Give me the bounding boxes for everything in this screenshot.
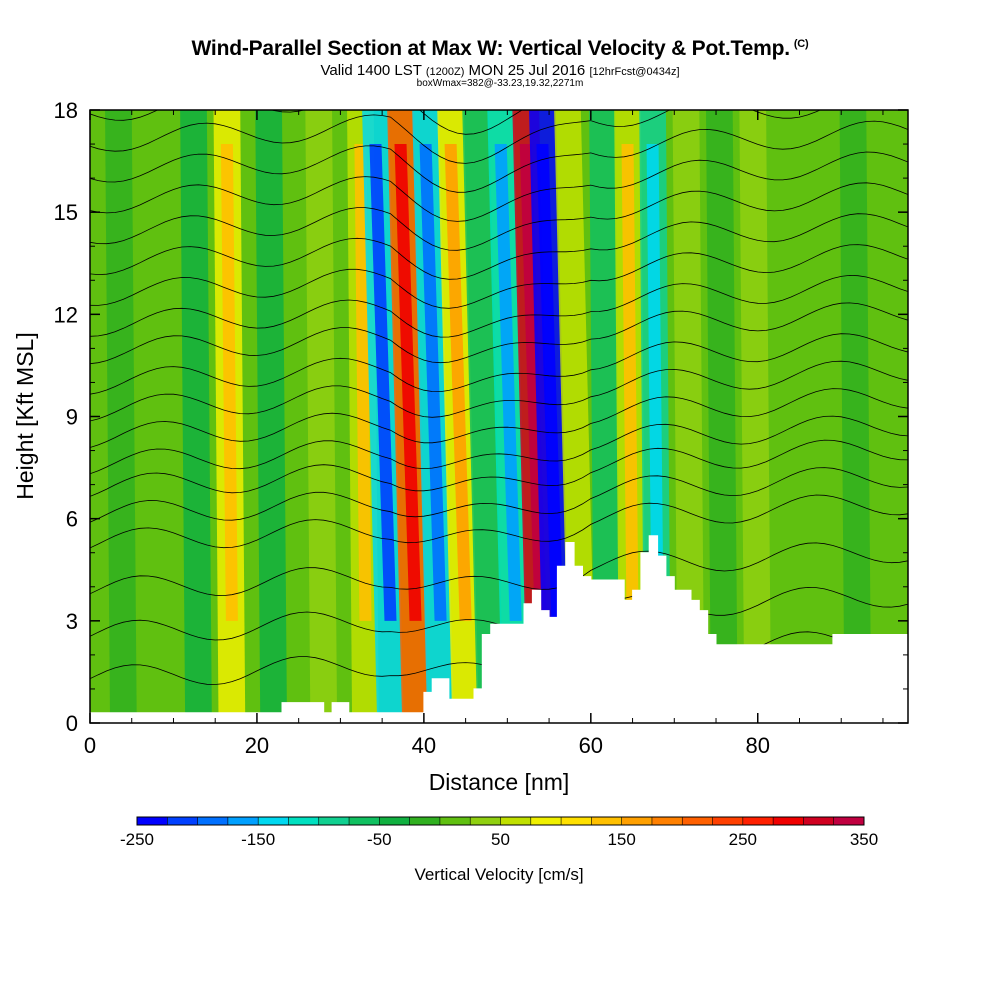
- x-axis-title: Distance [nm]: [429, 769, 570, 795]
- y-tick-label: 9: [66, 405, 78, 430]
- colorbar-label: -150: [241, 830, 275, 849]
- y-axis: 0 3 6 9 12 15 18: [54, 98, 908, 736]
- velocity-core: [536, 144, 564, 621]
- colorbar-title: Vertical Velocity [cm/s]: [414, 865, 583, 884]
- theta-contour-line: [90, 360, 908, 422]
- chart-box-info: boxWmax=382@-33.23,19.32,2271m: [416, 78, 584, 89]
- y-tick-label: 15: [54, 200, 78, 225]
- velocity-core: [419, 144, 447, 621]
- theta-contour-line: [90, 415, 908, 475]
- velocity-band: [739, 110, 772, 723]
- velocity-core: [444, 144, 472, 621]
- x-tick-label: 20: [245, 733, 269, 758]
- velocity-band: [255, 110, 287, 723]
- theta-contour-line: [90, 542, 908, 597]
- velocity-band: [462, 110, 505, 723]
- y-tick-label: 0: [66, 711, 78, 736]
- x-tick-label: 0: [84, 733, 96, 758]
- velocity-band: [706, 110, 738, 723]
- theta-contour-line: [90, 302, 908, 365]
- colorbar-swatch: [470, 817, 501, 825]
- velocity-core: [220, 144, 238, 621]
- velocity-band: [180, 110, 212, 723]
- chart-subtitle: Valid 1400 LST (1200Z) MON 25 Jul 2016 […: [320, 62, 680, 79]
- velocity-band: [146, 110, 179, 723]
- theta-contour-line: [90, 110, 523, 135]
- theta-contour-line: [90, 439, 908, 497]
- theta-contour-line: [90, 213, 908, 280]
- colorbar-swatch: [742, 817, 774, 825]
- colorbar-swatch: [197, 817, 229, 825]
- y-tick-label: 12: [54, 302, 78, 327]
- colorbar-label: 350: [850, 830, 878, 849]
- velocity-core: [369, 144, 397, 621]
- velocity-band: [305, 110, 338, 723]
- colorbar-swatch: [379, 817, 411, 825]
- colorbar-swatch: [833, 817, 865, 825]
- colorbar-swatch: [137, 817, 168, 825]
- x-tick-label: 60: [579, 733, 603, 758]
- colorbar-swatch: [227, 817, 259, 825]
- theta-contour-line: [90, 333, 908, 395]
- colorbar-swatch: [530, 817, 562, 825]
- colorbar-swatch: [621, 817, 653, 825]
- colorbar-swatch: [591, 817, 623, 825]
- velocity-field: [90, 110, 908, 723]
- colorbar-swatch: [500, 817, 532, 825]
- colorbar-swatch: [439, 817, 471, 825]
- colorbar-swatch: [288, 817, 320, 825]
- colorbar-swatch: [773, 817, 804, 825]
- colorbar-label: -250: [120, 830, 154, 849]
- velocity-band: [105, 110, 137, 723]
- colorbar: -250 -150 -50 50 150 250 350: [120, 816, 878, 849]
- theta-contour-line: [90, 388, 908, 448]
- velocity-core: [494, 144, 522, 621]
- colorbar-swatch: [682, 817, 714, 825]
- theta-contour-line: [90, 120, 908, 193]
- terrain-mask: [90, 535, 908, 723]
- velocity-core: [394, 144, 422, 621]
- colorbar-label: 50: [491, 830, 510, 849]
- y-tick-label: 18: [54, 98, 78, 123]
- velocity-core: [621, 144, 639, 621]
- theta-contour-line: [90, 244, 908, 309]
- velocity-band: [839, 110, 872, 723]
- colorbar-swatch: [409, 817, 441, 825]
- velocity-band: [554, 110, 596, 723]
- colorbar-label: 150: [607, 830, 635, 849]
- velocity-band: [589, 110, 621, 723]
- theta-contours: [90, 110, 908, 685]
- colorbar-label: -50: [367, 830, 392, 849]
- colorbar-swatch: [167, 817, 199, 825]
- y-tick-label: 6: [66, 507, 78, 532]
- x-tick-label: 80: [746, 733, 770, 758]
- x-tick-label: 40: [412, 733, 436, 758]
- terrain: [90, 535, 908, 723]
- theta-contour-line: [90, 274, 908, 338]
- colorbar-swatch: [803, 817, 835, 825]
- y-tick-label: 3: [66, 609, 78, 634]
- theta-contour-line: [90, 110, 822, 164]
- copyright-mark: (C): [793, 38, 809, 50]
- velocity-band: [672, 110, 705, 723]
- colorbar-swatch: [318, 817, 350, 825]
- velocity-band: [781, 110, 813, 723]
- colorbar-swatch: [651, 817, 683, 825]
- colorbar-swatch: [349, 817, 380, 825]
- colorbar-swatch: [712, 817, 744, 825]
- theta-contour-line: [90, 494, 908, 549]
- colorbar-swatch: [258, 817, 289, 825]
- chart-title: Wind-Parallel Section at Max W: Vertical…: [191, 37, 809, 60]
- theta-contour-line: [90, 467, 908, 523]
- theta-contour-line: [90, 151, 908, 222]
- colorbar-label: 250: [729, 830, 757, 849]
- colorbar-swatch: [561, 817, 592, 825]
- theta-contour-line: [90, 182, 908, 251]
- x-axis: 0 20 40 60 80: [84, 110, 884, 758]
- y-axis-title: Height [Kft MSL]: [12, 332, 38, 499]
